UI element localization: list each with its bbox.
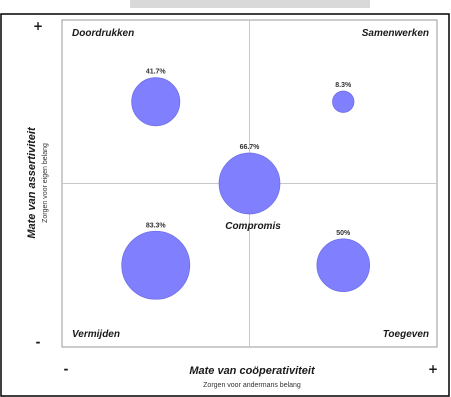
bubble-4 — [316, 238, 370, 292]
bubble-label-0: 41.7% — [146, 69, 167, 76]
y-axis-label: Mate van assertiviteit — [26, 126, 38, 239]
bubble-1 — [332, 90, 355, 113]
quadrant-label-bottom-left: Vermijden — [72, 329, 120, 340]
quadrant-label-bottom-right: Toegeven — [383, 329, 429, 340]
header-band — [130, 0, 370, 8]
bubble-label-3: 83.3% — [146, 222, 167, 229]
x-axis-sublabel: Zorgen voor andermans belang — [203, 382, 301, 389]
y-axis-max-sign: + — [33, 19, 43, 33]
bubble-2 — [218, 152, 281, 215]
y-axis-sublabel: Zorgen voor eigen belang — [42, 143, 49, 223]
quadrant-label-top-right: Samenwerken — [362, 28, 429, 39]
bubble-label-1: 8.3% — [335, 82, 352, 89]
bubble-label-4: 50% — [336, 230, 351, 237]
bubble-3 — [121, 230, 191, 300]
quadrant-label-top-left: Doordrukken — [72, 28, 134, 39]
bubble-0 — [131, 77, 181, 127]
y-axis-min-sign: - — [36, 335, 41, 349]
x-axis-label: Mate van coöperativiteit — [189, 365, 316, 377]
x-axis-min-sign: - — [64, 362, 69, 376]
x-axis-max-sign: + — [428, 362, 438, 376]
bubble-layer: 41.7% 8.3% 66.7% 83.3% 50% — [121, 69, 370, 300]
center-label: Compromis — [225, 221, 281, 232]
bubble-label-2: 66.7% — [240, 144, 261, 151]
